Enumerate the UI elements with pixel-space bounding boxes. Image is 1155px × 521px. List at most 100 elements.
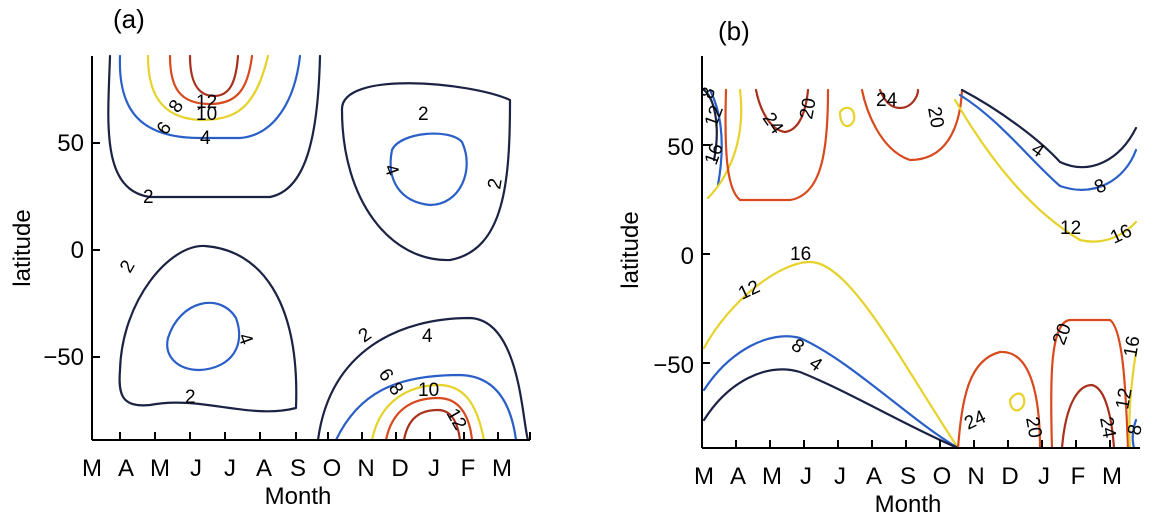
contour-label-a: 2 [143,187,154,208]
x-tick-label: A [118,455,134,482]
contour-b-4-nw [702,88,718,162]
panel-b-label: (b) [718,16,750,46]
contour-label-b: 12 [701,103,728,130]
x-tick-label: O [933,463,952,490]
contour-b-24-col1 [754,88,810,134]
contour-a-4-south [334,373,518,442]
contour-a-14-south [402,408,462,442]
y-tick-label: 50 [57,130,84,157]
contour-label-b: 8 [697,85,720,102]
contour-label-a: 4 [233,331,256,349]
contour-a-12-south [384,396,474,442]
contour-label-b: 20 [796,96,820,120]
contour-label-b: 16 [790,244,811,265]
contour-b-16-loop [838,106,856,128]
contour-label-b: 16 [1120,334,1144,358]
panel-a-x-axis-label: Month [265,483,332,510]
y-tick-label: −50 [653,352,694,379]
contour-b-20-col2 [860,88,964,162]
contour-b-24-col2 [878,88,920,110]
x-tick-label: J [1038,463,1050,490]
contour-a-14-north [188,54,240,98]
contour-label-a: 2 [418,104,429,125]
contour-label-a: 12 [442,405,471,434]
x-tick-label: O [323,455,342,482]
contour-a-2-south [316,316,530,442]
x-tick-label: M [492,455,512,482]
contour-b-4-ne [960,88,1138,169]
contour-a-12-north [168,54,254,106]
contour-b-16-nw [706,88,743,200]
y-tick-label: 0 [71,237,84,264]
contour-a-8-south [370,383,486,442]
contour-b-8-se [1131,418,1138,450]
contour-label-b: 12 [1112,386,1136,410]
contour-a-4-sw [166,301,241,372]
contour-b-16-se [1128,350,1138,450]
contour-label-a: 10 [196,104,217,125]
x-tick-label: S [900,463,916,490]
x-tick-label: J [190,455,202,482]
contour-label-b: 20 [923,105,947,129]
x-tick-label: J [834,463,846,490]
panel-b-contour-labels: 8 12 16 24 20 24 20 4 8 12 16 16 12 8 4 … [697,85,1147,441]
x-tick-label: M [762,463,782,490]
x-tick-label: A [730,463,746,490]
panel-a-y-ticks: 50 0 −50 [43,130,100,371]
x-tick-label: J [224,455,236,482]
panel-b-contours [702,88,1138,450]
x-tick-label: F [461,455,476,482]
x-tick-label: N [357,455,374,482]
contour-label-a: 6 [374,365,397,386]
panel-a-contours [107,54,530,442]
contour-label-b: 8 [1091,175,1109,199]
contour-label-a: 12 [196,92,217,113]
contour-label-a: 2 [484,177,507,191]
x-tick-label: N [967,463,984,490]
contour-label-a: 8 [384,379,407,400]
panel-b-x-ticks: M A M J J A S O N D J F M [694,440,1122,490]
contour-label-a: 10 [418,380,439,401]
x-tick-label: J [428,455,440,482]
contour-b-20-se1 [956,350,1042,450]
contour-label-b: 24 [961,406,989,434]
panel-b-y-ticks: 50 0 −50 [653,134,710,379]
contour-label-a: 8 [165,96,188,117]
y-tick-label: −50 [43,344,84,371]
x-tick-label: M [1102,463,1122,490]
contour-label-a: 4 [200,128,211,149]
contour-label-a: 2 [185,387,196,408]
contour-label-a: 4 [379,162,402,180]
y-tick-label: 50 [667,134,694,161]
contour-label-b: 12 [1060,218,1081,239]
contour-label-b: 4 [1027,139,1048,163]
contour-label-b: 20 [1049,321,1076,348]
contour-b-8-nw [708,88,723,187]
x-tick-label: A [866,463,882,490]
x-tick-label: D [1001,463,1018,490]
x-tick-label: M [82,455,102,482]
contour-b-16-sw [702,260,960,450]
x-tick-label: M [150,455,170,482]
x-tick-label: D [391,455,408,482]
contour-b-8-sw [702,335,960,450]
y-tick-label: 0 [681,243,694,270]
contour-b-24-se2 [1060,383,1116,450]
contour-label-b: 8 [1124,423,1147,437]
x-tick-label: A [256,455,272,482]
contour-label-a: 4 [422,326,433,347]
contour-b-16-loop2 [1008,392,1026,412]
contour-label-b: 16 [1107,221,1135,249]
x-tick-label: F [1071,463,1086,490]
panel-a-y-axis-label: latitude [9,209,36,286]
contour-label-b: 24 [1095,415,1119,440]
contour-a-2-north [107,54,322,199]
contour-a-4-ne [389,132,468,207]
panel-b-y-axis-label: latitude [617,211,644,288]
contour-label-b: 4 [805,353,826,377]
contour-b-20-se2 [1050,318,1130,450]
panel-b-x-axis-label: Month [875,491,942,518]
x-tick-label: M [694,463,714,490]
contour-b-16-ne [953,98,1138,243]
